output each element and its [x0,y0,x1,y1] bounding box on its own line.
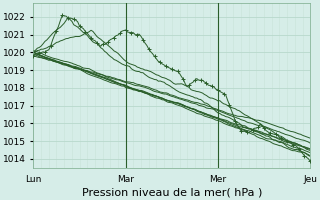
X-axis label: Pression niveau de la mer( hPa ): Pression niveau de la mer( hPa ) [82,187,262,197]
